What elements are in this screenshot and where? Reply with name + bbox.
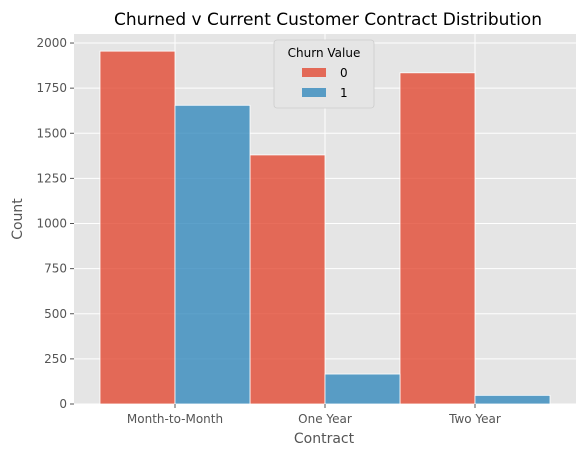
- y-tick-label: 750: [44, 262, 67, 276]
- y-tick-label: 250: [44, 352, 67, 366]
- y-tick-label: 1500: [36, 126, 67, 140]
- x-axis-label: Contract: [294, 431, 355, 447]
- y-tick-label: 1750: [36, 81, 67, 95]
- bar-month-to-month-series-1: [174, 104, 251, 405]
- y-axis: 0 250 500 750 1000 1250 1500 1750 2000: [36, 36, 74, 411]
- y-tick-label: 500: [44, 307, 67, 321]
- legend-title: Churn Value: [288, 46, 361, 60]
- chart-title: Churned v Current Customer Contract Dist…: [114, 10, 542, 30]
- y-tick-label: 0: [59, 397, 67, 411]
- bar-one-year-series-1: [324, 373, 401, 405]
- y-tick-label: 1000: [36, 217, 67, 231]
- bar-one-year-series-0: [249, 154, 326, 405]
- x-tick-label: Month-to-Month: [127, 412, 223, 426]
- legend-label-0: 0: [340, 66, 348, 80]
- x-tick-label: Two Year: [448, 412, 501, 426]
- y-tick-label: 2000: [36, 36, 67, 50]
- legend-swatch-1: [302, 88, 326, 97]
- x-tick-label: One Year: [298, 412, 352, 426]
- x-axis: Month-to-Month One Year Two Year: [127, 404, 501, 426]
- bar-two-year-series-0: [399, 72, 476, 405]
- bar-month-to-month-series-0: [99, 50, 176, 405]
- legend: Churn Value 0 1: [273, 39, 375, 109]
- y-tick-label: 1250: [36, 171, 67, 185]
- legend-swatch-0: [302, 68, 326, 77]
- bar-two-year-series-1: [474, 394, 551, 405]
- bars: [99, 50, 551, 405]
- legend-label-1: 1: [340, 86, 348, 100]
- y-axis-label: Count: [10, 198, 26, 240]
